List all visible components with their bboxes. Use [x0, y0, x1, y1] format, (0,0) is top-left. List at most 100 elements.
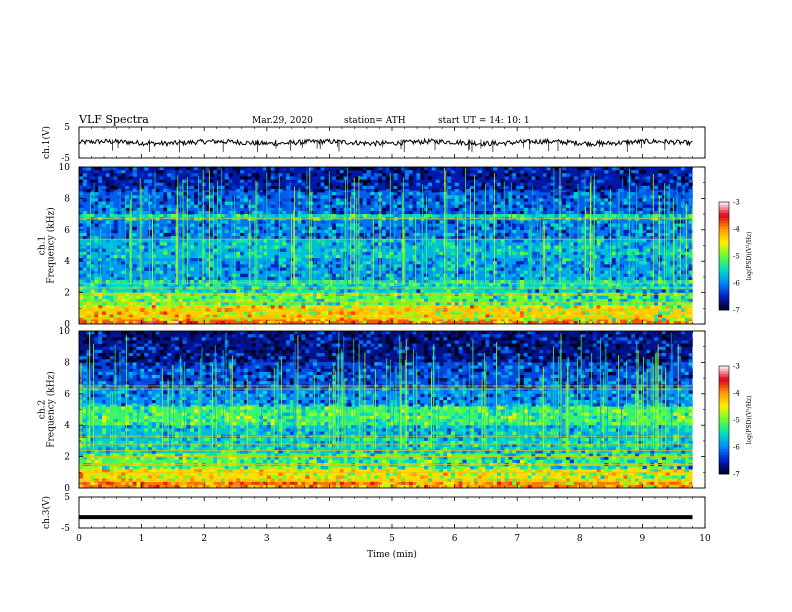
spectral-cell [596, 337, 601, 341]
spectral-cell [412, 305, 417, 309]
spectral-cell [286, 334, 291, 338]
spectral-cell [477, 337, 482, 341]
spectral-cell [546, 188, 551, 193]
spectral-cell [293, 210, 298, 215]
spectral-cell [435, 236, 440, 240]
spectral-cell [167, 179, 172, 183]
spectral-cell [263, 264, 268, 268]
spectral-cell [197, 198, 202, 202]
spectral-cell [270, 270, 275, 275]
spectral-cell [416, 173, 421, 177]
spectral-cell [512, 173, 517, 177]
spectral-cell [270, 176, 275, 180]
spectral-cell [209, 314, 214, 319]
spectral-cell [569, 185, 574, 190]
spectral-cell [420, 167, 425, 171]
spectral-cell [500, 337, 505, 341]
spectral-cell [351, 311, 356, 315]
spectral-cell [374, 298, 379, 303]
spectral-cell [493, 320, 498, 325]
spectral-cell [466, 188, 471, 193]
spectral-cell [646, 192, 651, 196]
spectral-cell [408, 280, 413, 284]
spectral-cell [205, 258, 210, 262]
spectral-cell [600, 289, 605, 293]
spectral-cell [470, 302, 475, 306]
spectral-cell [121, 170, 126, 174]
spectral-cell [209, 334, 214, 338]
spectral-cell [608, 314, 613, 319]
spectral-cell [286, 176, 291, 180]
spectral-cell [512, 245, 517, 249]
spectral-cell [144, 195, 149, 199]
spectral-cell [489, 179, 494, 183]
spectral-cell [105, 248, 110, 253]
spectral-cell [274, 223, 279, 227]
spectral-cell [343, 331, 348, 335]
spectral-cell [335, 236, 341, 240]
spectral-cell [424, 317, 429, 322]
spectral-cell [220, 298, 226, 303]
spectral-cell [140, 173, 145, 177]
spectral-cell [201, 214, 206, 218]
spectral-cell [638, 232, 643, 237]
spectral-cell [381, 236, 387, 240]
spectral-cell [493, 201, 498, 205]
spectral-cell [209, 295, 214, 300]
spectral-cell [79, 226, 84, 231]
spectral-cell [634, 170, 640, 174]
spectral-cell [416, 229, 421, 234]
spectral-cell [393, 337, 398, 341]
spectral-cell [592, 170, 597, 174]
spectral-cell [665, 337, 670, 341]
spectral-cell [247, 283, 252, 287]
spectral-cell [604, 245, 609, 249]
spectral-cell [217, 204, 222, 209]
spectral-cell [240, 311, 245, 315]
spectral-cell [109, 210, 114, 215]
spectral-cell [650, 283, 655, 287]
spectral-cell [496, 207, 502, 212]
spectral-cell [573, 242, 578, 246]
spectral-cell [209, 182, 214, 187]
spectral-cell [596, 239, 601, 243]
spectral-cell [489, 236, 494, 240]
spectral-cell [527, 204, 532, 209]
spectral-cell [569, 295, 574, 300]
spectral-cell [232, 185, 237, 190]
spectral-cell [320, 167, 325, 171]
spectral-cell [412, 320, 417, 325]
spectral-cell [496, 331, 502, 335]
spectral-cell [408, 264, 413, 268]
spectral-cell [125, 185, 130, 190]
spectral-cell [385, 182, 390, 187]
spectral-cell [531, 195, 536, 199]
spectral-cell [316, 188, 321, 193]
spectral-cell [454, 226, 459, 231]
spectral-cell [447, 176, 452, 180]
spectral-cell [450, 195, 456, 199]
spectral-cell [167, 195, 172, 199]
spectral-cell [654, 185, 659, 190]
spectral-cell [481, 340, 486, 344]
spectral-cell [573, 232, 578, 237]
spectral-cell [278, 185, 283, 190]
spectral-cell [324, 331, 329, 335]
spectral-cell [558, 331, 563, 335]
spectral-cell [209, 273, 214, 278]
spectral-cell [125, 167, 130, 171]
spectral-cell [297, 207, 302, 212]
spectral-cell [94, 337, 99, 341]
spectral-cell [393, 223, 398, 227]
spectral-cell [274, 264, 279, 268]
spectral-cell [684, 270, 689, 275]
spectral-cell [205, 295, 210, 300]
spectral-cell [539, 276, 544, 281]
spectral-cell [358, 229, 364, 234]
spectral-cell [178, 320, 183, 325]
spectral-cell [217, 185, 222, 190]
spectral-cell [565, 232, 571, 237]
spectral-cell [293, 226, 298, 231]
spectral-cell [611, 239, 617, 243]
spectral-cell [155, 320, 160, 325]
